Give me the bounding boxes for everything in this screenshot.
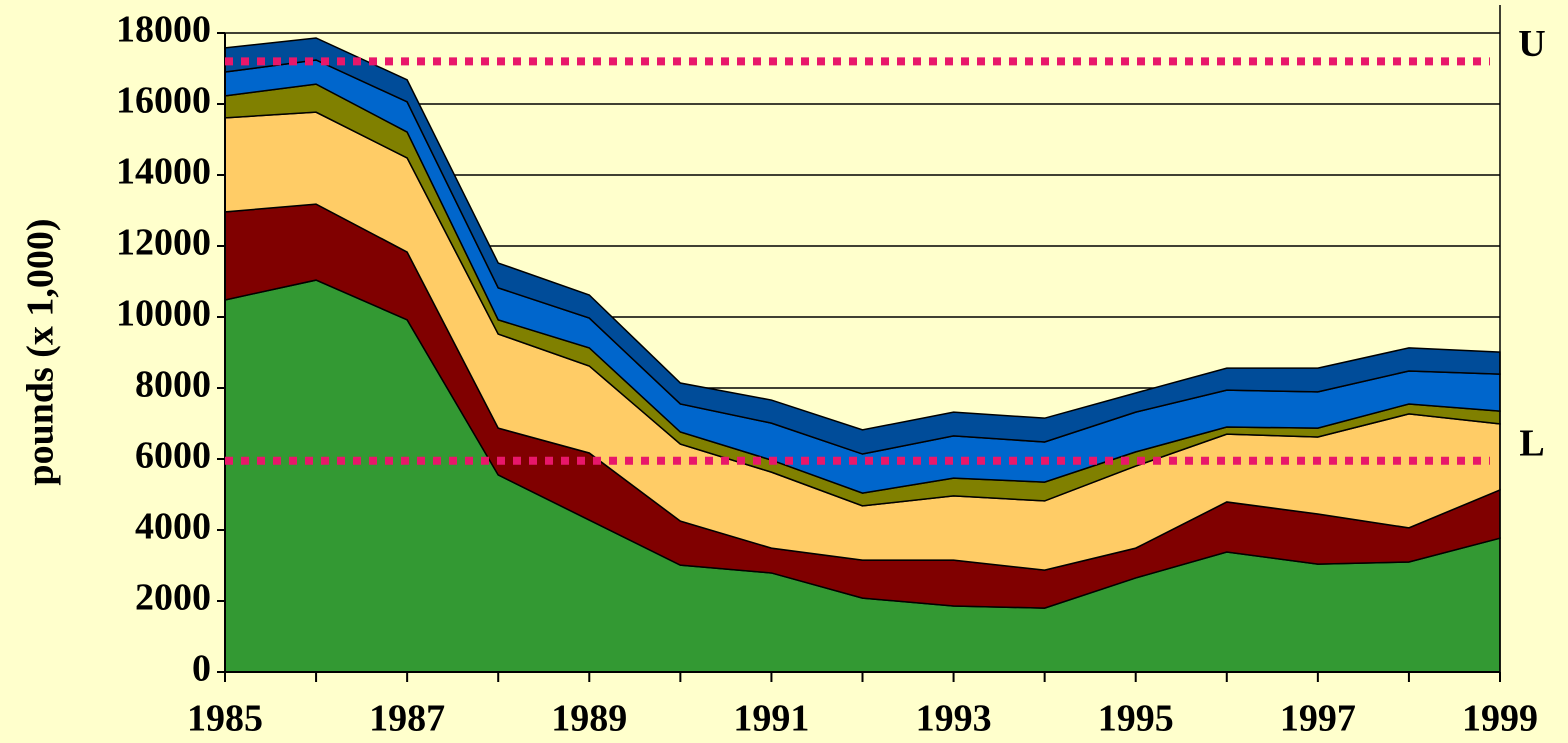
x-tick-label: 1995 bbox=[1098, 698, 1174, 740]
x-tick-label: 1993 bbox=[916, 698, 992, 740]
reference-label: L bbox=[1519, 422, 1544, 464]
y-tick-label: 8000 bbox=[135, 364, 211, 406]
y-tick-label: 10000 bbox=[116, 293, 211, 335]
x-tick-label: 1987 bbox=[369, 698, 445, 740]
reference-label: U bbox=[1518, 23, 1545, 65]
y-tick-label: 0 bbox=[192, 648, 211, 690]
y-tick-label: 12000 bbox=[116, 222, 211, 264]
y-tick-label: 18000 bbox=[116, 9, 211, 51]
y-tick-label: 2000 bbox=[135, 577, 211, 619]
y-tick-label: 6000 bbox=[135, 435, 211, 477]
x-tick-label: 1999 bbox=[1462, 698, 1538, 740]
y-tick-label: 4000 bbox=[135, 506, 211, 548]
x-tick-label: 1985 bbox=[187, 698, 263, 740]
x-tick-label: 1991 bbox=[733, 698, 809, 740]
y-tick-label: 14000 bbox=[116, 151, 211, 193]
x-tick-label: 1997 bbox=[1280, 698, 1356, 740]
y-axis-label: pounds (x 1,000) bbox=[20, 218, 62, 485]
x-tick-label: 1989 bbox=[551, 698, 627, 740]
y-tick-label: 16000 bbox=[116, 80, 211, 122]
